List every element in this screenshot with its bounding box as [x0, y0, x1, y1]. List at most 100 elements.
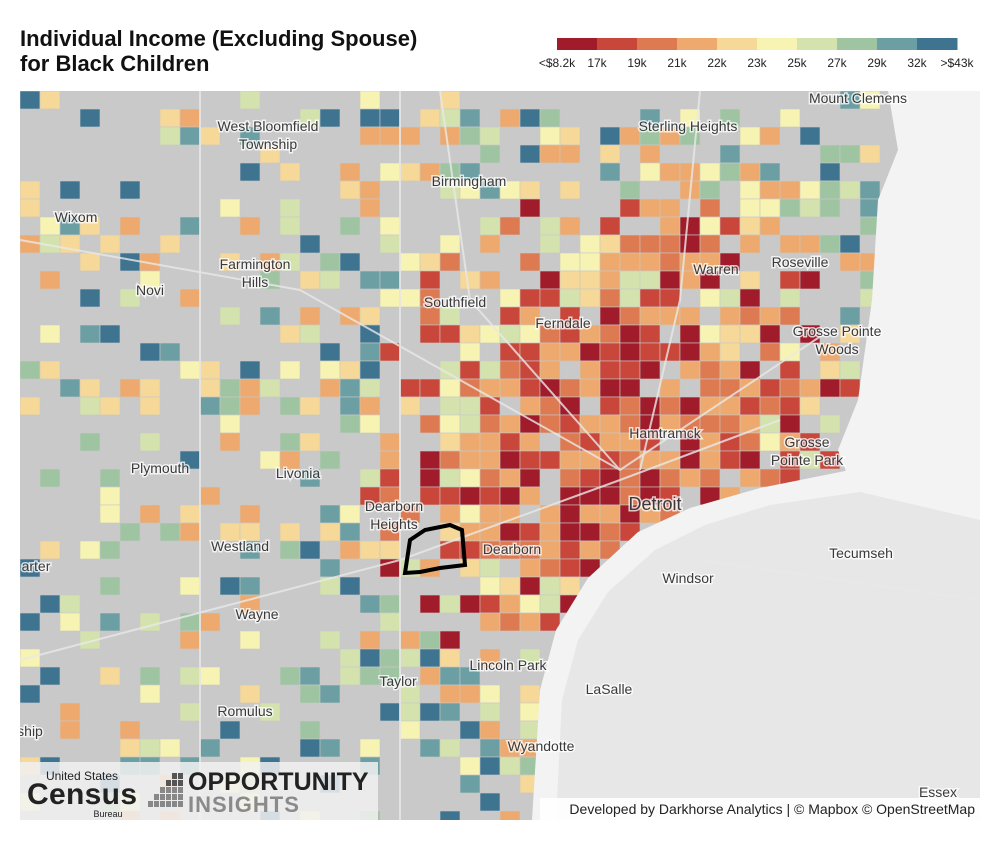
tract	[499, 468, 521, 488]
tract	[439, 432, 461, 452]
logo-text: Census	[27, 778, 137, 811]
tract	[579, 360, 601, 380]
tract	[839, 144, 861, 164]
tract	[379, 702, 401, 722]
place-label: Woods	[815, 341, 858, 357]
road	[439, 91, 621, 471]
tract	[499, 378, 521, 398]
tract	[159, 738, 181, 758]
tract	[559, 252, 581, 272]
road	[699, 559, 980, 601]
tract	[479, 594, 501, 614]
tract	[599, 306, 621, 326]
tract	[719, 360, 741, 380]
tract	[439, 126, 461, 146]
tract	[639, 324, 661, 344]
tract	[679, 468, 701, 488]
tract	[599, 288, 621, 308]
tract	[779, 378, 801, 398]
tract	[199, 666, 221, 686]
tract	[739, 234, 761, 254]
tract	[659, 468, 681, 488]
tract	[559, 180, 581, 200]
title: Individual Income (Excluding Spouse) for…	[20, 26, 417, 76]
tract	[479, 270, 501, 290]
legend-label: 19k	[627, 56, 647, 70]
tract	[359, 126, 381, 146]
legend-swatch	[757, 38, 798, 50]
tract	[739, 450, 761, 470]
tract	[559, 126, 581, 146]
legend-swatch	[677, 38, 718, 50]
tract	[739, 396, 761, 416]
tract	[439, 468, 461, 488]
tract	[679, 234, 701, 254]
tract	[559, 378, 581, 398]
tract	[439, 234, 461, 254]
tract	[559, 522, 581, 542]
tract	[599, 234, 621, 254]
tract	[299, 666, 321, 686]
tract	[299, 270, 321, 290]
tract	[59, 720, 81, 740]
tract	[559, 576, 581, 596]
tract	[659, 162, 681, 182]
tract	[679, 342, 701, 362]
tract	[739, 306, 761, 326]
tract	[319, 252, 341, 272]
place-label: Grosse Pointe	[793, 323, 882, 339]
tract	[439, 486, 461, 506]
tract	[319, 558, 341, 578]
tract	[539, 288, 561, 308]
tract	[499, 594, 521, 614]
legend-label: 27k	[827, 56, 847, 70]
tract	[339, 666, 361, 686]
tract	[639, 360, 661, 380]
tract	[419, 270, 441, 290]
tract	[179, 576, 201, 596]
tract	[719, 414, 741, 434]
tract	[479, 558, 501, 578]
tract	[839, 252, 861, 272]
tract	[499, 288, 521, 308]
tract	[519, 522, 541, 542]
tract	[519, 432, 541, 452]
tract	[259, 306, 281, 326]
tract	[759, 216, 781, 236]
tract	[139, 738, 161, 758]
tract	[679, 396, 701, 416]
tract	[519, 558, 541, 578]
tract	[739, 288, 761, 308]
tract	[20, 558, 41, 578]
tract	[99, 612, 121, 632]
tract	[479, 576, 501, 596]
tract	[559, 144, 581, 164]
tract	[639, 234, 661, 254]
place-label: Romulus	[217, 703, 272, 719]
tract	[399, 396, 421, 416]
tract	[119, 378, 141, 398]
tract	[199, 486, 221, 506]
tract	[779, 198, 801, 218]
tract	[59, 180, 81, 200]
tract	[619, 324, 641, 344]
tract	[219, 414, 241, 434]
tract	[359, 630, 381, 650]
place-label: Dearborn	[365, 498, 423, 514]
tract	[119, 216, 141, 236]
tract	[20, 396, 41, 416]
tract	[539, 270, 561, 290]
tract	[219, 576, 241, 596]
tract	[319, 342, 341, 362]
tract	[459, 684, 481, 704]
place-label: Roseville	[772, 254, 829, 270]
tract	[20, 180, 41, 200]
tract	[139, 666, 161, 686]
tract	[779, 108, 801, 128]
tract	[579, 342, 601, 362]
tract	[499, 360, 521, 380]
tract	[179, 360, 201, 380]
place-label: Township	[239, 136, 298, 152]
tract	[479, 684, 501, 704]
logo-cell	[172, 801, 177, 807]
